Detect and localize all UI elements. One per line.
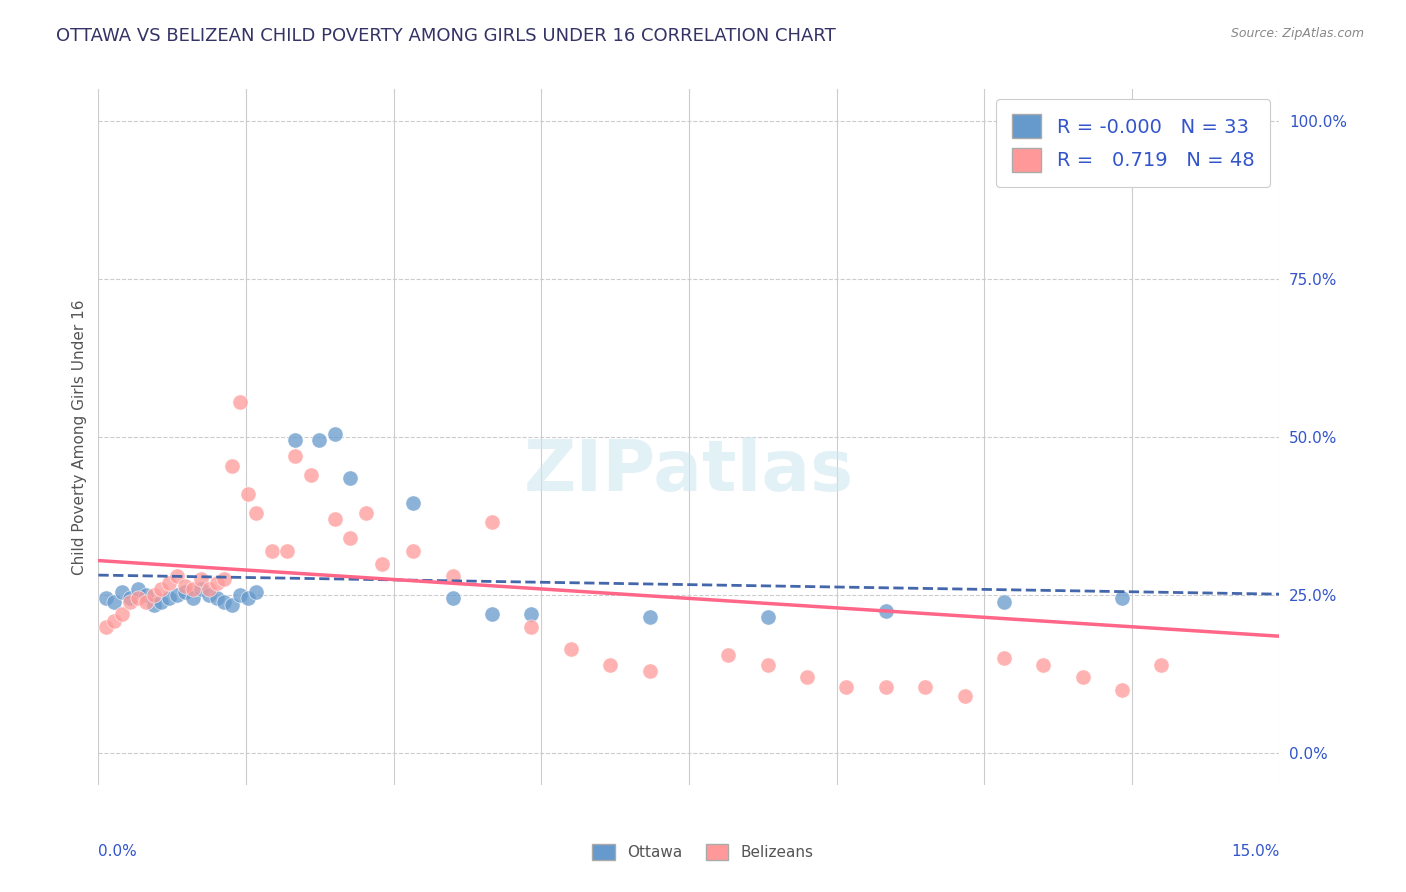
Text: OTTAWA VS BELIZEAN CHILD POVERTY AMONG GIRLS UNDER 16 CORRELATION CHART: OTTAWA VS BELIZEAN CHILD POVERTY AMONG G… [56, 27, 837, 45]
Point [299, 468, 322, 483]
Point [756, 657, 779, 672]
Point [1071, 670, 1094, 684]
Point [236, 487, 259, 501]
Legend: R = -0.000   N = 33, R =   0.719   N = 48: R = -0.000 N = 33, R = 0.719 N = 48 [997, 99, 1270, 187]
Point [323, 426, 346, 441]
Point [993, 651, 1015, 665]
Point [993, 594, 1015, 608]
Point [96, 591, 118, 606]
Point [284, 434, 307, 448]
Point [339, 531, 361, 545]
Text: Source: ZipAtlas.com: Source: ZipAtlas.com [1230, 27, 1364, 40]
Point [103, 594, 125, 608]
Point [127, 582, 149, 596]
Point [142, 588, 165, 602]
Point [520, 607, 543, 622]
Point [1189, 113, 1212, 128]
Point [339, 471, 361, 485]
Point [520, 620, 543, 634]
Point [717, 648, 740, 663]
Point [1150, 657, 1173, 672]
Point [103, 614, 125, 628]
Point [914, 680, 936, 694]
Point [142, 598, 165, 612]
Point [481, 516, 503, 530]
Point [205, 591, 228, 606]
Point [245, 506, 267, 520]
Point [181, 582, 204, 596]
Point [127, 591, 149, 606]
Point [875, 604, 897, 618]
Text: ZIPatlas: ZIPatlas [524, 437, 853, 507]
Point [221, 458, 243, 473]
Point [875, 680, 897, 694]
Point [276, 544, 298, 558]
Point [166, 569, 188, 583]
Point [599, 657, 621, 672]
Point [1032, 657, 1054, 672]
Point [1111, 591, 1133, 606]
Point [174, 579, 197, 593]
Point [236, 591, 259, 606]
Point [638, 610, 661, 624]
Point [308, 434, 330, 448]
Point [135, 594, 157, 608]
Point [371, 557, 394, 571]
Point [284, 449, 307, 463]
Point [118, 594, 141, 608]
Point [157, 591, 180, 606]
Point [560, 642, 582, 657]
Point [441, 591, 464, 606]
Point [214, 573, 236, 587]
Point [354, 506, 377, 520]
Text: 0.0%: 0.0% [98, 845, 138, 859]
Point [197, 588, 219, 602]
Point [402, 544, 425, 558]
Point [205, 575, 228, 590]
Point [1111, 683, 1133, 698]
Point [229, 395, 252, 409]
Point [323, 512, 346, 526]
Text: 15.0%: 15.0% [1232, 845, 1279, 859]
Point [481, 607, 503, 622]
Point [166, 588, 188, 602]
Point [150, 594, 173, 608]
Y-axis label: Child Poverty Among Girls Under 16: Child Poverty Among Girls Under 16 [72, 300, 87, 574]
Point [157, 575, 180, 590]
Point [245, 585, 267, 599]
Point [260, 544, 283, 558]
Point [441, 569, 464, 583]
Point [174, 585, 197, 599]
Point [402, 496, 425, 510]
Point [150, 582, 173, 596]
Point [135, 588, 157, 602]
Point [197, 582, 219, 596]
Point [190, 582, 212, 596]
Legend: Ottawa, Belizeans: Ottawa, Belizeans [586, 838, 820, 866]
Point [953, 690, 976, 704]
Point [111, 585, 134, 599]
Point [796, 670, 818, 684]
Point [835, 680, 858, 694]
Point [181, 591, 204, 606]
Point [96, 620, 118, 634]
Point [638, 664, 661, 678]
Point [756, 610, 779, 624]
Point [190, 573, 212, 587]
Point [221, 598, 243, 612]
Point [118, 591, 141, 606]
Point [229, 588, 252, 602]
Point [111, 607, 134, 622]
Point [214, 594, 236, 608]
